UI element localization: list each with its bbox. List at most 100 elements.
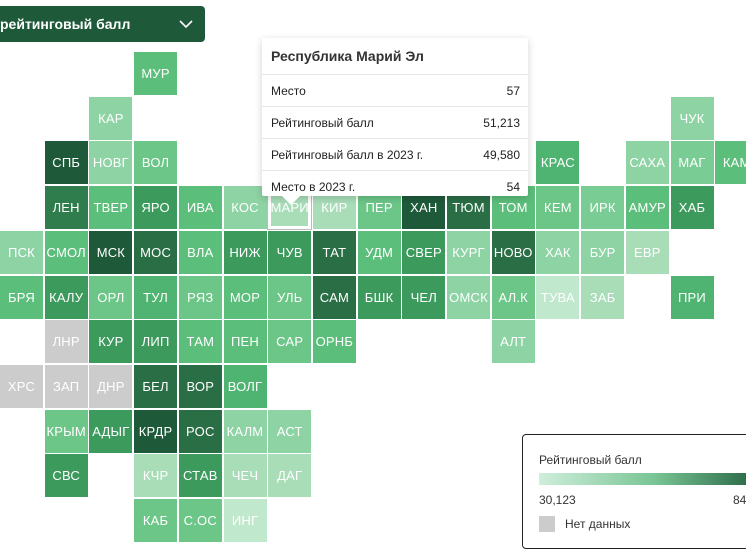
region-tile[interactable]: ТВЕР <box>89 186 133 230</box>
region-tile[interactable]: ИНГ <box>223 499 267 542</box>
region-tile[interactable]: КРЫМ <box>44 409 88 453</box>
region-tile[interactable]: ВОЛ <box>134 141 178 185</box>
region-tile[interactable]: УДМ <box>357 230 401 274</box>
indicator-dropdown[interactable]: рейтинговый балл <box>0 6 205 42</box>
region-tile[interactable]: КАМ <box>715 141 746 185</box>
region-tile[interactable]: ИВА <box>178 186 222 230</box>
region-tile[interactable]: ЧУК <box>670 96 714 140</box>
region-tile[interactable]: СВЕР <box>402 230 446 274</box>
region-tile-label: ХРС <box>7 378 36 394</box>
region-tile[interactable]: ТАМ <box>178 320 222 364</box>
region-tile[interactable]: ОРЛ <box>89 275 133 319</box>
region-tile[interactable]: ВЛА <box>178 230 222 274</box>
region-tile[interactable]: САМ <box>312 275 356 319</box>
region-tile[interactable]: ЧЕЧ <box>223 454 267 498</box>
region-tile[interactable]: АЛ.К <box>491 275 535 319</box>
region-tile[interactable]: МОС <box>134 230 178 274</box>
region-tile[interactable]: ДАГ <box>268 454 312 498</box>
region-tile[interactable]: КЧР <box>134 454 178 498</box>
region-tile[interactable]: С.ОС <box>178 499 222 542</box>
region-tile[interactable]: КАЛУ <box>44 275 88 319</box>
region-tile-label: ПСК <box>8 244 35 260</box>
region-tile[interactable]: КОС <box>223 186 267 230</box>
region-tile[interactable]: КАЛМ <box>223 409 267 453</box>
region-tile[interactable]: ВОЛГ <box>223 364 267 408</box>
region-tile[interactable]: ПСК <box>0 230 43 274</box>
region-tile[interactable]: ОРНБ <box>312 320 356 364</box>
region-tile[interactable]: ХАБ <box>670 186 714 230</box>
region-tile[interactable]: БШК <box>357 275 401 319</box>
region-tile[interactable]: БЕЛ <box>134 364 178 408</box>
region-tile[interactable]: МСК <box>89 230 133 274</box>
region-tile[interactable]: СПБ <box>44 141 88 185</box>
region-tile[interactable]: ХАК <box>536 230 580 274</box>
region-tile-label: КАР <box>98 110 124 126</box>
region-tile[interactable]: ИРК <box>581 186 625 230</box>
region-tile[interactable]: КАБ <box>134 499 178 542</box>
tooltip-row-label: Рейтинговый балл в 2023 г. <box>271 147 424 162</box>
region-tile[interactable]: СТАВ <box>178 454 222 498</box>
region-tile[interactable]: ВОР <box>178 364 222 408</box>
region-tile[interactable]: КРДР <box>134 409 178 453</box>
region-tile[interactable]: КУРГ <box>447 230 490 274</box>
region-tile[interactable]: ОМСК <box>447 275 490 319</box>
region-tile[interactable]: ТУЛ <box>134 275 178 319</box>
region-tile-label: НОВО <box>493 244 533 260</box>
region-tile-label: СТАВ <box>182 468 218 484</box>
region-tile-label: НИЖ <box>229 244 261 260</box>
region-tile[interactable]: ЛИП <box>134 320 178 364</box>
tooltip-row-value: 51,213 <box>483 115 520 130</box>
region-tile-label: ЧЕЛ <box>410 289 438 305</box>
region-tile[interactable]: САХА <box>625 141 669 185</box>
region-tile-label: ПЕР <box>365 200 393 216</box>
region-tile[interactable]: НОВО <box>491 230 535 274</box>
region-tile-label: ДНР <box>97 378 125 394</box>
region-tile[interactable]: КАР <box>89 96 133 140</box>
region-tile-label: САХА <box>629 155 666 171</box>
region-tile[interactable]: ЕВР <box>625 230 669 274</box>
legend-max-value: 84 <box>733 493 746 507</box>
region-tile-label: АЛ.К <box>498 289 528 305</box>
region-tile[interactable]: ЧЕЛ <box>402 275 446 319</box>
region-tile[interactable]: САР <box>268 320 312 364</box>
region-tile[interactable]: ЗАП <box>44 364 88 408</box>
region-tile[interactable]: АСТ <box>268 409 312 453</box>
region-tile[interactable]: АМУР <box>625 186 669 230</box>
region-tile[interactable]: ЗАБ <box>581 275 625 319</box>
region-tile-label: ВОР <box>186 378 215 394</box>
region-tile[interactable]: ЧУВ <box>268 230 312 274</box>
region-tile[interactable]: РЯЗ <box>178 275 222 319</box>
region-tile[interactable]: ПРИ <box>670 275 714 319</box>
region-tile[interactable]: БРЯ <box>0 275 43 319</box>
region-tile[interactable]: АДЫГ <box>89 409 133 453</box>
region-tile[interactable]: КРАС <box>536 141 580 185</box>
region-tile[interactable]: НИЖ <box>223 230 267 274</box>
region-tile[interactable]: ЛЕН <box>44 186 88 230</box>
region-tile[interactable]: ТАТ <box>312 230 356 274</box>
region-tile-label: ХАК <box>545 244 571 260</box>
region-tile[interactable]: МУР <box>134 52 178 95</box>
tooltip-row: Рейтинговый балл 51,213 <box>262 107 528 139</box>
region-tile[interactable]: СВС <box>44 454 88 498</box>
region-tile[interactable]: БУР <box>581 230 625 274</box>
region-tile[interactable]: РОС <box>178 409 222 453</box>
region-tile[interactable]: ЛНР <box>44 320 88 364</box>
region-tile[interactable]: АЛТ <box>491 320 535 364</box>
region-tile-label: КАБ <box>142 513 169 528</box>
region-tile[interactable]: СМОЛ <box>44 230 88 274</box>
region-tile-label: ТЮМ <box>452 200 485 216</box>
region-tile[interactable]: КЕМ <box>536 186 580 230</box>
region-tile[interactable]: УЛЬ <box>268 275 312 319</box>
region-tile[interactable]: ДНР <box>89 364 133 408</box>
region-tile-label: УДМ <box>365 244 394 260</box>
region-tile-label: ПРИ <box>678 289 706 305</box>
region-tile[interactable]: КУР <box>89 320 133 364</box>
region-tile[interactable]: НОВГ <box>89 141 133 185</box>
region-tile[interactable]: ЯРО <box>134 186 178 230</box>
region-tile-label: КИР <box>321 200 348 216</box>
region-tile[interactable]: ПЕН <box>223 320 267 364</box>
region-tile[interactable]: ТУВА <box>536 275 580 319</box>
region-tile[interactable]: МАГ <box>670 141 714 185</box>
region-tile[interactable]: МОР <box>223 275 267 319</box>
region-tile[interactable]: ХРС <box>0 364 43 408</box>
